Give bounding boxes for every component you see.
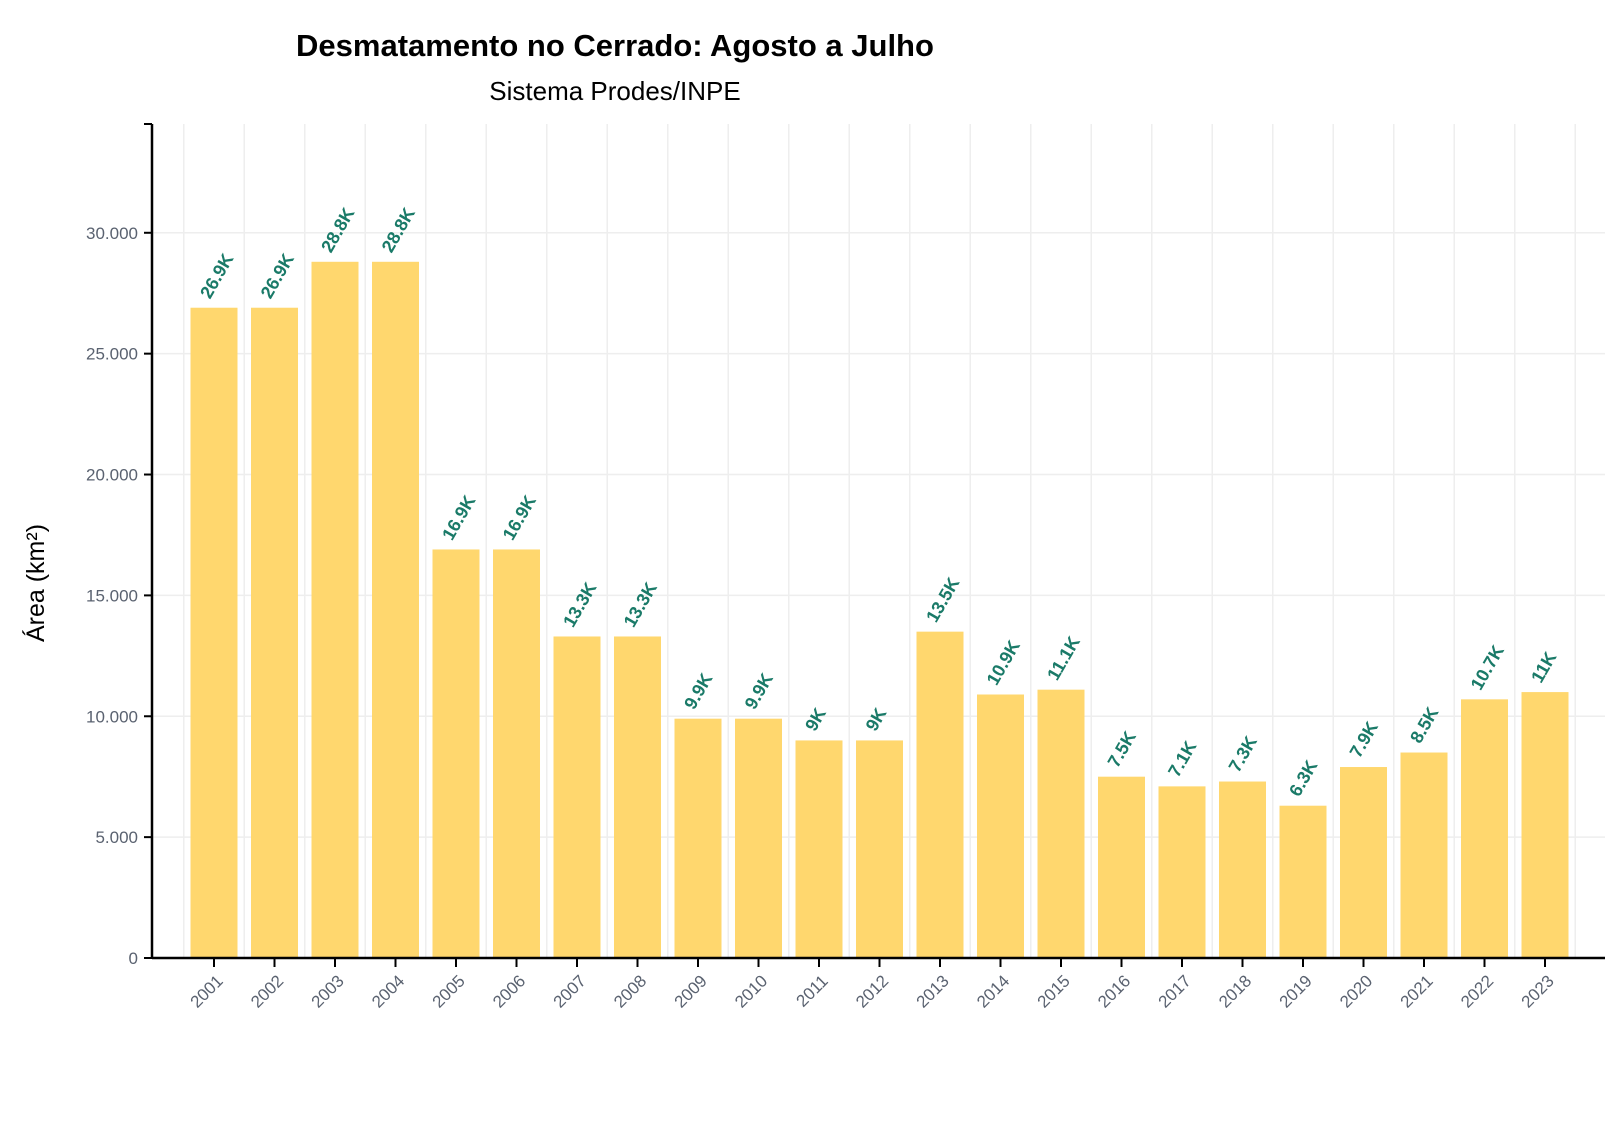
data-label: 26.9K <box>196 250 237 302</box>
y-tick-label: 5.000 <box>95 828 138 847</box>
x-tick-label: 2004 <box>368 971 408 1011</box>
bar <box>916 631 964 958</box>
data-label: 10.7K <box>1467 642 1508 694</box>
data-label: 11K <box>1527 648 1560 686</box>
x-tick-label: 2020 <box>1336 971 1376 1011</box>
x-tick-label: 2021 <box>1397 971 1437 1011</box>
data-label: 16.9K <box>499 492 540 544</box>
x-tick-label: 2002 <box>247 971 287 1011</box>
x-tick-label: 2006 <box>489 971 529 1011</box>
bar <box>1219 781 1266 958</box>
data-label: 9.9K <box>741 670 777 713</box>
x-tick-label: 2019 <box>1276 971 1316 1011</box>
x-tick-label: 2014 <box>973 971 1013 1011</box>
data-label: 16.9K <box>438 492 479 544</box>
x-tick-label: 2003 <box>308 971 348 1011</box>
x-tick-label: 2012 <box>852 971 892 1011</box>
data-label: 8.5K <box>1406 704 1442 747</box>
bar <box>432 549 480 958</box>
y-axis-title: Área (km²) <box>21 524 50 642</box>
data-label: 13.3K <box>620 579 661 631</box>
data-label: 9.9K <box>680 670 716 713</box>
data-label: 7.9K <box>1346 718 1382 761</box>
bar <box>1340 767 1387 958</box>
x-tick-label: 2007 <box>550 971 590 1011</box>
bar <box>674 718 722 958</box>
bar <box>977 694 1024 958</box>
x-tick-label: 2018 <box>1215 971 1255 1011</box>
x-tick-label: 2017 <box>1155 971 1195 1011</box>
bar <box>1098 776 1145 958</box>
data-label: 9K <box>862 705 891 735</box>
y-tick-label: 15.000 <box>86 586 138 605</box>
chart-title: Desmatamento no Cerrado: Agosto a Julho <box>296 28 934 63</box>
bar <box>614 636 661 958</box>
data-label: 28.8K <box>378 204 419 256</box>
data-label: 10.9K <box>983 637 1024 689</box>
x-tick-label: 2009 <box>671 971 711 1011</box>
data-label: 6.3K <box>1285 757 1321 800</box>
bar <box>493 549 540 958</box>
data-label: 7.5K <box>1104 728 1140 771</box>
bar <box>795 740 843 958</box>
data-label: 26.9K <box>257 250 298 302</box>
bar <box>1521 692 1569 958</box>
data-label: 11.1K <box>1043 633 1084 684</box>
data-label: 7.3K <box>1225 733 1261 776</box>
bar <box>1037 689 1085 958</box>
bar <box>251 307 298 958</box>
x-tick-label: 2016 <box>1094 971 1134 1011</box>
data-label: 13.3K <box>559 579 600 631</box>
bar <box>856 740 903 958</box>
x-tick-label: 2001 <box>187 971 227 1011</box>
x-tick-label: 2005 <box>429 971 469 1011</box>
x-tick-label: 2023 <box>1518 971 1558 1011</box>
data-label: 13.5K <box>922 574 963 626</box>
bar <box>735 718 782 958</box>
data-label: 9K <box>801 705 830 735</box>
x-tick-label: 2022 <box>1457 971 1497 1011</box>
x-tick-label: 2013 <box>913 971 953 1011</box>
y-tick-label: 30.000 <box>86 224 138 243</box>
y-tick-label: 25.000 <box>86 345 138 364</box>
bar <box>1158 786 1206 958</box>
x-tick-label: 2011 <box>793 971 832 1010</box>
x-tick-label: 2015 <box>1034 971 1074 1011</box>
bar <box>372 261 419 959</box>
bar <box>1279 805 1327 958</box>
bar <box>311 261 359 959</box>
bar <box>1461 699 1508 958</box>
bar <box>190 307 238 958</box>
y-tick-label: 0 <box>129 949 138 968</box>
bar <box>1400 752 1448 958</box>
x-tick-label: 2008 <box>610 971 650 1011</box>
chart-subtitle: Sistema Prodes/INPE <box>489 76 741 106</box>
y-tick-label: 20.000 <box>86 466 138 485</box>
y-tick-label: 10.000 <box>86 707 138 726</box>
x-tick-label: 2010 <box>731 971 771 1011</box>
bar <box>553 636 601 958</box>
data-label: 7.1K <box>1164 737 1200 780</box>
data-label: 28.8K <box>317 204 358 256</box>
